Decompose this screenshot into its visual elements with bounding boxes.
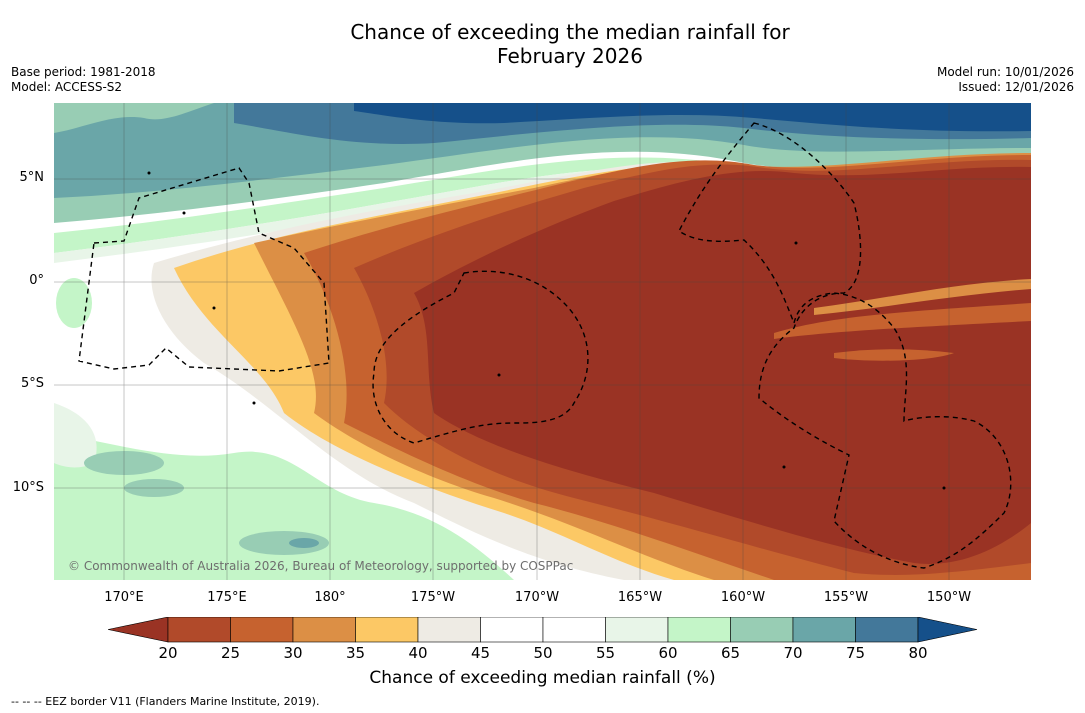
lon-label-175w: 175°W bbox=[410, 590, 456, 605]
copyright-notice: © Commonwealth of Australia 2026, Bureau… bbox=[68, 559, 574, 573]
colorbar-tick-label: 40 bbox=[408, 644, 428, 662]
colorbar-tick-label: 80 bbox=[908, 644, 928, 662]
colorbar-segment bbox=[730, 616, 794, 643]
colorbar-segment bbox=[542, 616, 606, 643]
colorbar-tick-label: 60 bbox=[658, 644, 678, 662]
colorbar-tick-label: 35 bbox=[345, 644, 366, 662]
colorbar-segment bbox=[167, 616, 231, 643]
lon-label-165w: 165°W bbox=[617, 590, 663, 605]
lon-label-160w: 160°W bbox=[720, 590, 766, 605]
colorbar-label: Chance of exceeding median rainfall (%) bbox=[369, 668, 716, 688]
colorbar-segment bbox=[667, 616, 731, 643]
meta-left: Base period: 1981-2018 Model: ACCESS-S2 bbox=[11, 65, 156, 95]
colorbar-segment bbox=[355, 616, 419, 643]
base-period: Base period: 1981-2018 bbox=[11, 65, 156, 79]
colorbar-tick-label: 75 bbox=[845, 644, 866, 662]
lat-label-5n: 5°N bbox=[19, 170, 45, 185]
colorbar-lower-extend bbox=[107, 616, 169, 643]
eez-legend: -- -- -- EEZ border V11 (Flanders Marine… bbox=[11, 695, 320, 708]
rainfall-map bbox=[54, 103, 1031, 580]
lat-label-5s: 5°S bbox=[20, 376, 44, 391]
colorbar-tick-label: 65 bbox=[720, 644, 741, 662]
colorbar-segment bbox=[417, 616, 481, 643]
meta-right: Model run: 10/01/2026 Issued: 12/01/2026 bbox=[937, 65, 1074, 95]
colorbar-tick-label: 20 bbox=[158, 644, 178, 662]
model-name: Model: ACCESS-S2 bbox=[11, 80, 123, 94]
title-line-2: February 2026 bbox=[497, 44, 643, 68]
lat-label-10s: 10°S bbox=[12, 480, 44, 495]
lon-label-170e: 170°E bbox=[104, 590, 144, 605]
lon-label-155w: 155°W bbox=[823, 590, 869, 605]
lon-label-150w: 150°W bbox=[926, 590, 972, 605]
colorbar-segment bbox=[292, 616, 356, 643]
colorbar-segment bbox=[230, 616, 294, 643]
issued-date: Issued: 12/01/2026 bbox=[958, 80, 1074, 94]
colorbar-upper-extend bbox=[917, 616, 978, 643]
colorbar-segment bbox=[792, 616, 856, 643]
colorbar-tick-label: 45 bbox=[470, 644, 491, 662]
colorbar-segment bbox=[855, 616, 919, 643]
colorbar-tick-label: 55 bbox=[595, 644, 616, 662]
lat-label-0: 0° bbox=[29, 273, 44, 288]
map-title: Chance of exceeding the median rainfall … bbox=[0, 20, 1085, 68]
colorbar-tick-label: 25 bbox=[220, 644, 241, 662]
colorbar-segments bbox=[167, 616, 919, 643]
colorbar bbox=[107, 616, 978, 647]
model-run: Model run: 10/01/2026 bbox=[936, 65, 1074, 79]
lon-label-180: 180° bbox=[314, 590, 346, 605]
colorbar-tick-label: 50 bbox=[533, 644, 553, 662]
lon-label-175e: 175°E bbox=[207, 590, 247, 605]
colorbar-tick-label: 30 bbox=[283, 644, 303, 662]
colorbar-segment bbox=[605, 616, 669, 643]
colorbar-segment bbox=[480, 616, 544, 643]
colorbar-tick-label: 70 bbox=[783, 644, 803, 662]
title-line-1: Chance of exceeding the median rainfall … bbox=[350, 20, 790, 44]
lon-label-170w: 170°W bbox=[514, 590, 560, 605]
